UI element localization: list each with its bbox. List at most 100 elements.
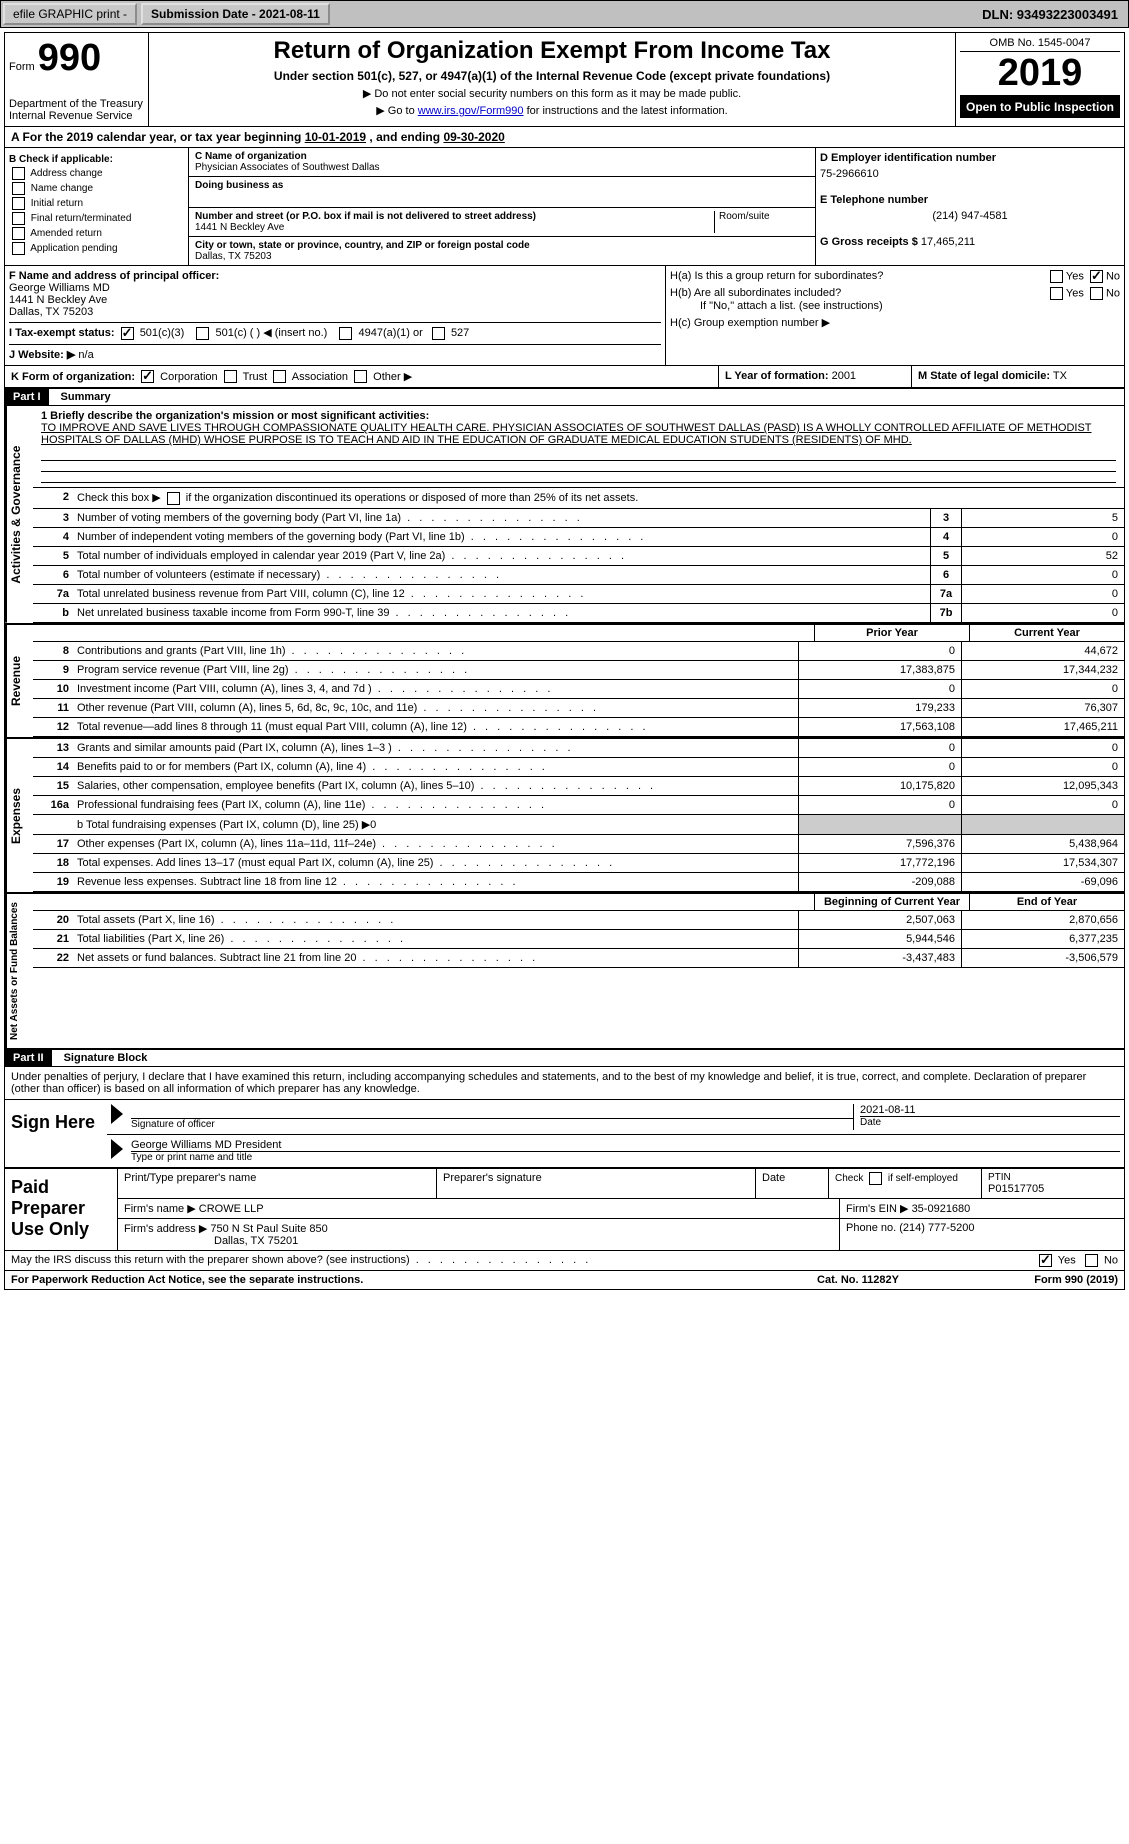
checkbox-other[interactable] (354, 370, 367, 383)
line-num: 14 (33, 758, 73, 776)
checkbox-corp[interactable] (141, 370, 154, 383)
summary-line: 9 Program service revenue (Part VIII, li… (33, 661, 1124, 680)
prior-value: 10,175,820 (798, 777, 961, 795)
checkbox-4947[interactable] (339, 327, 352, 340)
line-desc: Contributions and grants (Part VIII, lin… (73, 642, 798, 660)
section-klm: K Form of organization: Corporation Trus… (5, 366, 1124, 390)
discuss-yes[interactable] (1039, 1254, 1052, 1267)
part2-badge: Part II (5, 1050, 52, 1066)
blank-line (41, 450, 1116, 461)
arrow-icon (111, 1104, 123, 1124)
current-value: 76,307 (961, 699, 1124, 717)
signature-field[interactable] (131, 1104, 853, 1119)
summary-line: 14 Benefits paid to or for members (Part… (33, 758, 1124, 777)
ha-yes[interactable] (1050, 270, 1063, 283)
current-value: -69,096 (961, 873, 1124, 891)
end-year-header: End of Year (969, 894, 1124, 910)
current-value: 17,344,232 (961, 661, 1124, 679)
summary-line: 15 Salaries, other compensation, employe… (33, 777, 1124, 796)
netassets-section: Net Assets or Fund Balances Beginning of… (5, 894, 1124, 1048)
begin-value: 5,944,546 (798, 930, 961, 948)
line-value: 0 (961, 528, 1124, 546)
checkbox-application-pending[interactable]: Application pending (9, 242, 184, 255)
hb-yes[interactable] (1050, 287, 1063, 300)
summary-line: 10 Investment income (Part VIII, column … (33, 680, 1124, 699)
revenue-col-header: Prior Year Current Year (33, 625, 1124, 642)
line-box: 4 (930, 528, 961, 546)
summary-line: 19 Revenue less expenses. Subtract line … (33, 873, 1124, 892)
hb-no[interactable] (1090, 287, 1103, 300)
ptin-cell: PTIN P01517705 (981, 1169, 1124, 1198)
period-prefix: A For the 2019 calendar year, or tax yea… (11, 130, 301, 144)
hb-label: H(b) Are all subordinates included? (670, 287, 1047, 300)
officer-name: George Williams MD (9, 282, 661, 294)
checkbox-trust[interactable] (224, 370, 237, 383)
header-center: Return of Organization Exempt From Incom… (149, 33, 955, 126)
form-number: 990 (38, 37, 101, 79)
checkbox-final-return[interactable]: Final return/terminated (9, 212, 184, 225)
current-value: 0 (961, 796, 1124, 814)
end-value: 2,870,656 (961, 911, 1124, 929)
form-ref: Form 990 (2019) (958, 1274, 1118, 1286)
checkbox-assoc[interactable] (273, 370, 286, 383)
discuss-no[interactable] (1085, 1254, 1098, 1267)
netassets-label: Net Assets or Fund Balances (5, 894, 33, 1048)
section-h: H(a) Is this a group return for subordin… (666, 266, 1124, 365)
line-desc: Number of voting members of the governin… (73, 509, 930, 527)
checkbox-501c3[interactable] (121, 327, 134, 340)
line-desc: Revenue less expenses. Subtract line 18 … (73, 873, 798, 891)
officer-name-title: George Williams MD President (131, 1139, 1120, 1152)
checkbox-501c[interactable] (196, 327, 209, 340)
prior-year-header: Prior Year (814, 625, 969, 641)
checkbox-amended-return[interactable]: Amended return (9, 227, 184, 240)
summary-line: 5 Total number of individuals employed i… (33, 547, 1124, 566)
line-desc: Net unrelated business taxable income fr… (73, 604, 930, 622)
revenue-label: Revenue (5, 625, 33, 737)
checkbox-self-employed[interactable] (869, 1172, 882, 1185)
current-value: 0 (961, 680, 1124, 698)
checkbox-name-change[interactable]: Name change (9, 182, 184, 195)
dept-treasury: Department of the Treasury (9, 98, 144, 110)
checkbox-527[interactable] (432, 327, 445, 340)
submission-date-button[interactable]: Submission Date - 2021-08-11 (141, 3, 330, 25)
checkbox-address-change[interactable]: Address change (9, 167, 184, 180)
checkbox-discontinued[interactable] (167, 492, 180, 505)
summary-line: 20 Total assets (Part X, line 16) 2,507,… (33, 911, 1124, 930)
city-label: City or town, state or province, country… (195, 240, 809, 251)
efile-label[interactable]: efile GRAPHIC print - (3, 3, 137, 25)
line-desc: Other expenses (Part IX, column (A), lin… (73, 835, 798, 853)
prior-value: 17,772,196 (798, 854, 961, 872)
preparer-date-label: Date (755, 1169, 828, 1198)
officer-addr1: 1441 N Beckley Ave (9, 294, 661, 306)
line-num: 16a (33, 796, 73, 814)
ein-value: 75-2966610 (820, 168, 1120, 180)
officer-addr2: Dallas, TX 75203 (9, 306, 661, 318)
summary-line: 6 Total number of volunteers (estimate i… (33, 566, 1124, 585)
line-num: 5 (33, 547, 73, 565)
line-num (33, 815, 73, 834)
firm-address: Firm's address ▶ 750 N St Paul Suite 850… (117, 1219, 839, 1250)
self-employed: Check if self-employed (828, 1169, 981, 1198)
paid-preparer-section: Paid Preparer Use Only Print/Type prepar… (5, 1169, 1124, 1251)
prior-value: 0 (798, 739, 961, 757)
firm-ein: Firm's EIN ▶ 35-0921680 (839, 1199, 1124, 1218)
hb-note: If "No," attach a list. (see instruction… (670, 300, 1120, 312)
line-desc: Program service revenue (Part VIII, line… (73, 661, 798, 679)
section-l: L Year of formation: 2001 (719, 366, 912, 388)
mission-block: 1 Briefly describe the organization's mi… (33, 406, 1124, 450)
revenue-section: Revenue Prior Year Current Year 8 Contri… (5, 625, 1124, 737)
summary-line: 22 Net assets or fund balances. Subtract… (33, 949, 1124, 968)
summary-line: 13 Grants and similar amounts paid (Part… (33, 739, 1124, 758)
penalties-text: Under penalties of perjury, I declare th… (5, 1067, 1124, 1099)
current-value: 17,534,307 (961, 854, 1124, 872)
open-public-badge: Open to Public Inspection (960, 96, 1120, 118)
mission-text: TO IMPROVE AND SAVE LIVES THROUGH COMPAS… (41, 422, 1116, 446)
form990-url-link[interactable]: www.irs.gov/Form990 (418, 105, 524, 117)
summary-line: 4 Number of independent voting members o… (33, 528, 1124, 547)
line-desc: Grants and similar amounts paid (Part IX… (73, 739, 798, 757)
firm-phone: Phone no. (214) 777-5200 (839, 1219, 1124, 1250)
ha-label: H(a) Is this a group return for subordin… (670, 270, 1047, 283)
part1-header-row: Part I Summary (5, 389, 1124, 406)
checkbox-initial-return[interactable]: Initial return (9, 197, 184, 210)
ha-no[interactable] (1090, 270, 1103, 283)
